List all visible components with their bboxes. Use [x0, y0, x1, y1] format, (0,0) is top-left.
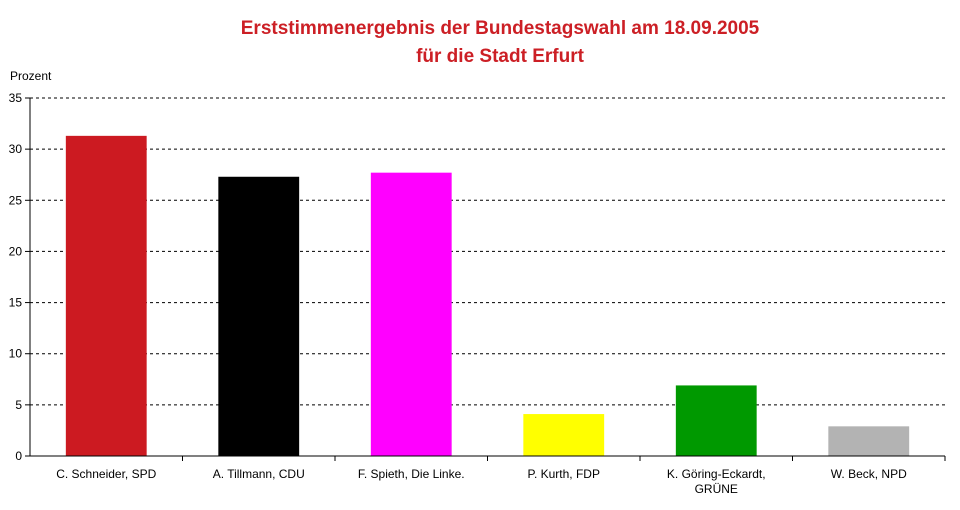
gridlines — [30, 97, 945, 406]
bar — [523, 414, 605, 456]
category-label: GRÜNE — [695, 482, 738, 496]
chart-title: Erststimmenergebnis der Bundestagswahl a… — [241, 18, 760, 67]
category-label: P. Kurth, FDP — [528, 467, 600, 481]
y-tick-label: 25 — [9, 193, 23, 207]
chart-title-line-1: Erststimmenergebnis der Bundestagswahl a… — [241, 18, 760, 39]
bar — [370, 172, 452, 456]
y-tick-label: 35 — [9, 91, 23, 105]
y-tick-label: 15 — [9, 296, 23, 310]
y-tick-label: 5 — [15, 398, 22, 412]
bar — [65, 135, 147, 457]
y-axis-label: Prozent — [10, 69, 52, 83]
category-label: W. Beck, NPD — [831, 467, 907, 481]
bars — [65, 135, 910, 457]
y-tick-label: 20 — [9, 244, 23, 258]
bar — [675, 385, 757, 456]
bar — [828, 426, 910, 456]
category-label: C. Schneider, SPD — [56, 467, 156, 481]
category-label: K. Göring-Eckardt, — [667, 467, 766, 481]
chart-title-line-2: für die Stadt Erfurt — [416, 46, 585, 67]
bar — [218, 176, 300, 456]
y-tick-label: 0 — [15, 449, 22, 463]
y-tick-labels: 0 5 10 15 20 25 30 35 — [9, 91, 23, 463]
category-label: F. Spieth, Die Linke. — [358, 467, 465, 481]
x-category-labels: C. Schneider, SPD A. Tillmann, CDU F. Spie… — [56, 467, 907, 496]
y-tick-label: 30 — [9, 142, 23, 156]
axes — [25, 97, 946, 461]
category-label: A. Tillmann, CDU — [213, 467, 305, 481]
y-tick-label: 10 — [9, 347, 23, 361]
